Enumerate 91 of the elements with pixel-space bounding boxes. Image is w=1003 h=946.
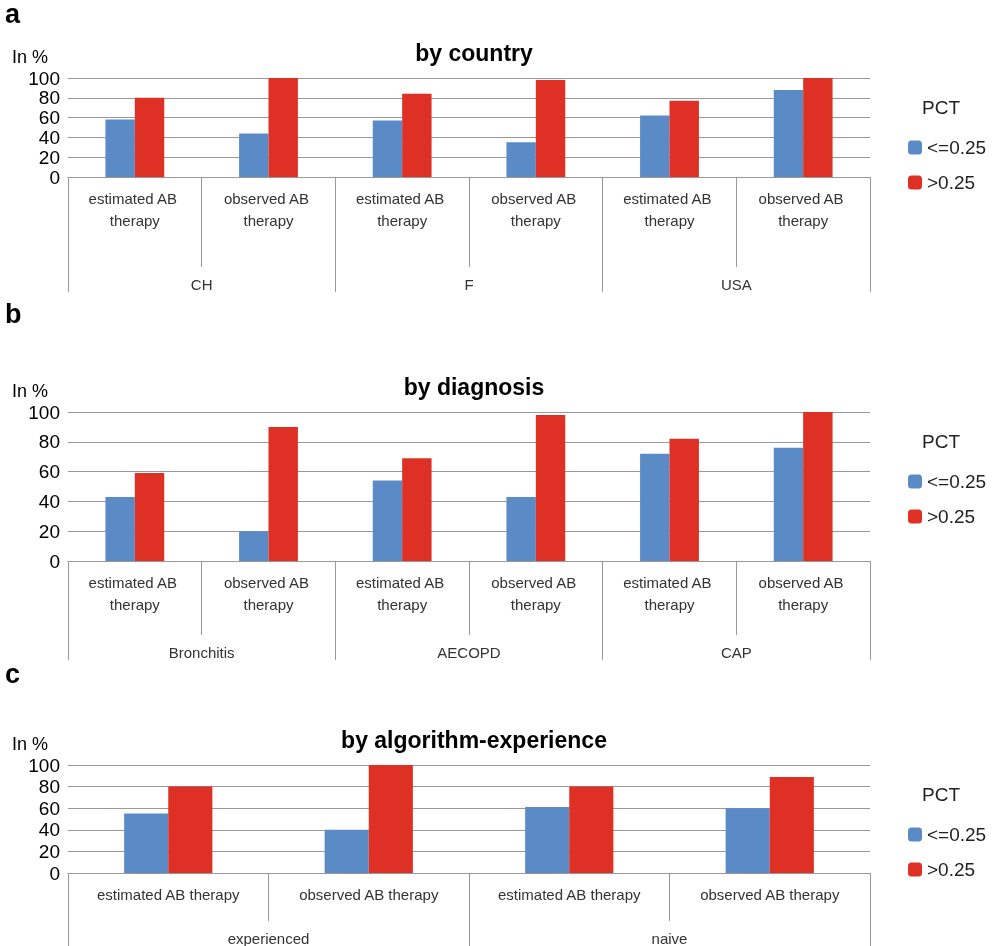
- text: CH: [190, 276, 213, 293]
- legend-label: >0.25: [927, 506, 976, 527]
- x-tick-label: estimated AB therapy: [88, 189, 182, 229]
- bar: [525, 807, 570, 873]
- text: c: [5, 658, 21, 689]
- y-axis-title: In %: [12, 734, 49, 754]
- x-tick-label: observed AB therapy: [758, 573, 848, 613]
- bar: [402, 93, 432, 177]
- bar: [640, 453, 670, 561]
- y-tick-label: 20: [38, 520, 60, 542]
- x-tick-label: observed AB therapy: [491, 189, 581, 229]
- bar: [535, 79, 566, 177]
- bar: [324, 829, 369, 873]
- y-axis-title: In %: [12, 47, 49, 67]
- x-tick-label: observed AB therapy: [758, 189, 848, 229]
- bar: [569, 786, 614, 873]
- text: CAP: [720, 644, 752, 661]
- legend-label: >0.25: [927, 859, 976, 880]
- x-tick-label: estimated AB therapy: [623, 189, 716, 229]
- legend-title: PCT: [922, 97, 961, 118]
- x-tick-label: observed AB therapy: [491, 573, 581, 613]
- bar: [105, 119, 135, 177]
- chart-title: by country: [415, 39, 533, 66]
- bar: [239, 133, 269, 177]
- x-tick-label: observed AB therapy: [223, 573, 314, 613]
- x-tick-label: estimated AB therapy: [96, 885, 241, 903]
- chart-title: by algorithm-experience: [341, 726, 607, 753]
- y-tick-label: 0: [49, 862, 60, 884]
- bar: [773, 447, 804, 561]
- text: AECOPD: [437, 644, 501, 661]
- y-tick-label: 40: [38, 490, 60, 512]
- legend-label: <=0.25: [927, 471, 987, 492]
- x-tick-label: observed AB therapy: [223, 189, 314, 229]
- legend-title: PCT: [922, 784, 961, 805]
- text: b: [5, 298, 22, 329]
- text: naive: [651, 930, 688, 946]
- legend-label: <=0.25: [927, 824, 987, 845]
- y-tick-label: 80: [38, 776, 60, 798]
- y-tick-label: 40: [38, 126, 60, 148]
- x-tick-label: observed AB therapy: [700, 885, 840, 903]
- bar: [168, 786, 213, 873]
- text: F: [464, 276, 474, 293]
- y-axis-title: In %: [12, 381, 49, 401]
- bar: [134, 473, 165, 561]
- text: Bronchitis: [168, 644, 235, 661]
- y-tick-label: 100: [28, 67, 60, 89]
- bar: [803, 412, 833, 561]
- x-tick-label: estimated AB therapy: [497, 885, 642, 903]
- bar: [239, 531, 269, 561]
- bar: [372, 120, 403, 177]
- bar: [669, 100, 699, 177]
- y-tick-label: 0: [49, 550, 60, 572]
- bar: [105, 496, 135, 561]
- x-tick-label: estimated AB therapy: [355, 573, 449, 613]
- y-tick-label: 100: [28, 754, 60, 776]
- chart-title: by diagnosis: [403, 373, 545, 400]
- bar: [402, 458, 432, 561]
- legend-label: <=0.25: [927, 137, 987, 158]
- legend-label: >0.25: [927, 172, 976, 193]
- y-tick-label: 40: [38, 819, 60, 841]
- bar: [725, 808, 770, 873]
- y-tick-label: 80: [38, 431, 60, 453]
- text: USA: [720, 276, 752, 293]
- x-tick-label: estimated AB therapy: [88, 573, 182, 613]
- bar: [773, 89, 804, 177]
- x-tick-label: estimated AB therapy: [623, 573, 716, 613]
- y-tick-label: 60: [38, 461, 60, 483]
- bar: [803, 78, 833, 177]
- text: a: [5, 0, 21, 29]
- bar: [268, 426, 298, 561]
- y-tick-label: 80: [38, 87, 60, 109]
- bar: [769, 776, 814, 873]
- bar: [368, 765, 413, 873]
- bar: [669, 438, 699, 561]
- bar: [134, 97, 165, 177]
- y-tick-label: 60: [38, 107, 60, 129]
- bar: [535, 414, 566, 561]
- bar: [372, 480, 403, 561]
- x-tick-label: estimated AB therapy: [355, 189, 449, 229]
- legend-title: PCT: [922, 431, 961, 452]
- y-tick-label: 60: [38, 797, 60, 819]
- bar: [506, 496, 536, 561]
- y-tick-label: 100: [28, 401, 60, 423]
- x-tick-label: observed AB therapy: [299, 885, 439, 903]
- bar: [506, 142, 536, 177]
- bar: [640, 115, 670, 177]
- bar: [268, 78, 298, 177]
- y-tick-label: 20: [38, 840, 60, 862]
- bar: [124, 813, 169, 873]
- y-tick-label: 20: [38, 146, 60, 168]
- y-tick-label: 0: [49, 166, 60, 188]
